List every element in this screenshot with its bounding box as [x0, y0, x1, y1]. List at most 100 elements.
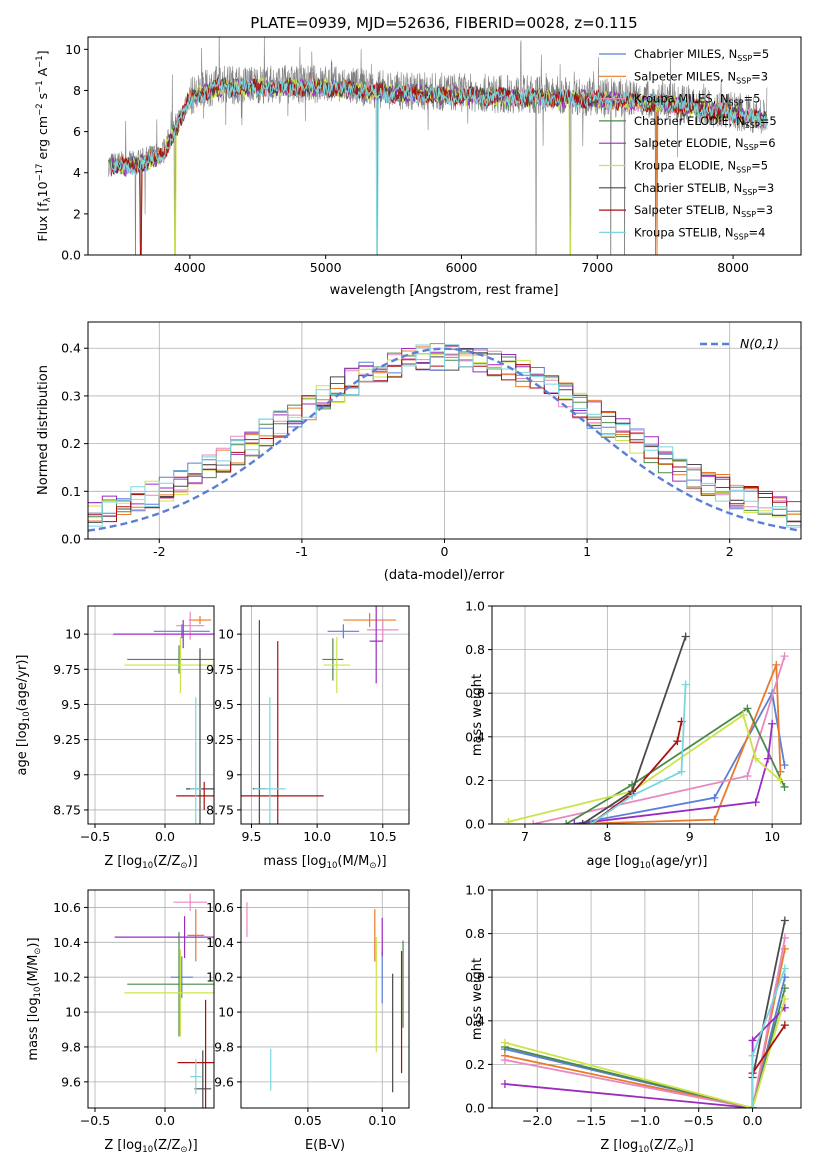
weight-vs-age-x-axis-label-part: 10: [640, 861, 651, 871]
spectrum-y-axis-label-part: −1: [35, 80, 45, 93]
weight-vs-Z-x-axis-label-part: (Z/Z: [649, 1138, 676, 1153]
weight-marker: [751, 798, 760, 807]
mass-vs-EBV-xtick-label: 0.10: [368, 1113, 396, 1128]
residuals-xtick-label: 0: [441, 544, 449, 559]
residuals-xtick-label: 1: [583, 544, 591, 559]
weight-vs-Z-y-axis-label: mass weight: [470, 958, 485, 1040]
legend-entry-sub: SSP: [736, 166, 751, 175]
weight-vs-age-ytick-label: 0.2: [465, 773, 485, 788]
weight-line-2: [504, 948, 786, 1108]
mass-vs-EBV-ytick-label: 10.6: [206, 900, 234, 915]
legend-entry-count: =3: [751, 69, 768, 83]
spectrum-y-axis-label-part: erg cm: [35, 116, 50, 164]
spectrum-y-axis-label-part: λ: [43, 197, 53, 202]
mass-vs-Z-ytick-label: 10.2: [53, 970, 81, 985]
mass-vs-Z-y-axis-label-part: 10: [33, 987, 43, 998]
mass-vs-Z-x-axis-label-part: ⊙: [180, 1145, 187, 1155]
age-vs-Z-y-axis-label-part: 10: [22, 711, 32, 722]
weight-vs-Z-ytick-label: 0.2: [465, 1057, 485, 1072]
age-vs-mass-x-axis-label-part: mass [log: [263, 854, 326, 869]
weight-vs-Z-frame: [491, 889, 802, 1109]
weight-vs-Z-ytick-label: 0.6: [465, 970, 485, 985]
weight-marker: [570, 820, 579, 824]
spectrum-ytick-label: 10: [65, 42, 81, 57]
weight-marker: [681, 632, 690, 641]
spectrum-ytick-label: 6: [73, 124, 81, 139]
age-vs-Z-ytick-label: 10: [65, 627, 81, 642]
age-vs-Z-ytick-label: 9.25: [53, 732, 81, 747]
weight-line-9: [590, 684, 687, 824]
weight-marker: [751, 754, 760, 763]
age-vs-mass-x-axis-label: mass [log10(M/M⊙)]: [263, 854, 386, 871]
mass-vs-EBV-ytick-label: 9.6: [214, 1074, 234, 1089]
residuals-ytick-label: 0.1: [61, 484, 81, 499]
age-vs-Z-y-axis-label-part: (age/yr)]: [15, 655, 30, 712]
weight-vs-age-x-axis-label-part: age [log: [587, 854, 640, 869]
age-vs-Z-x-axis-label-part: Z [log: [104, 854, 142, 869]
weight-vs-Z-xtick-label: −0.5: [684, 1113, 714, 1128]
weight-marker: [578, 820, 587, 824]
errorbar-point-3: [176, 611, 205, 640]
weight-marker: [780, 964, 789, 973]
weight-marker: [504, 817, 513, 824]
weight-marker: [743, 704, 752, 713]
spectrum-y-axis-label-part: s: [35, 93, 50, 104]
spectrum-ytick-label: 0.0: [61, 248, 81, 263]
weight-vs-age-xtick-label: 10: [764, 829, 780, 844]
legend-entry-sub: SSP: [742, 188, 757, 197]
weight-vs-Z-xtick-label: −2.0: [522, 1113, 552, 1128]
spectrum-y-axis-label-part: Flux [f: [35, 202, 50, 242]
weight-marker: [710, 815, 719, 824]
weight-marker: [586, 820, 595, 824]
normal-reference-curve: [88, 347, 799, 532]
weight-vs-age-ytick-label: 1.0: [465, 599, 485, 614]
mass-vs-EBV-axes: 0.05 0.10 9.6 9.8 10 10.2 10.4 10.6 E(B-V): [206, 889, 410, 1153]
legend-entry-count: =6: [759, 136, 776, 150]
errorbar-point-4: [322, 638, 344, 681]
residuals-axes: -2 -1 0 1 2 0.0 0.1 0.2 0.3 0.4 N(0,1) (data-model)…: [36, 321, 802, 583]
mass-vs-Z-x-axis-label: Z [log10(Z/Z⊙)]: [104, 1138, 197, 1155]
legend-entry: Salpeter STELIB, NSSP=3: [634, 203, 773, 219]
spectrum-y-axis-label-part: ]: [35, 50, 50, 55]
residuals-x-axis-label: (data-model)/error: [384, 568, 505, 583]
legend-entry-sub: SSP: [729, 99, 744, 108]
age-vs-mass-xtick-label: 9.5: [242, 829, 262, 844]
errorbar-point-8: [241, 641, 324, 824]
spectrum-xtick-label: 4000: [174, 260, 206, 275]
mass-vs-Z-y-axis-label-part: mass [log: [26, 997, 41, 1060]
legend-entry-sub: SSP: [745, 121, 760, 130]
legend-entry-count: =4: [749, 225, 766, 239]
residuals-xtick-label: -2: [153, 544, 165, 559]
age-vs-Z-y-axis-label: age [log10(age/yr)]: [15, 655, 32, 776]
weight-line-4: [504, 987, 786, 1108]
spectrum-xtick-label: 7000: [581, 260, 613, 275]
age-vs-Z-x-axis-label: Z [log10(Z/Z⊙)]: [104, 854, 197, 871]
spectrum-y-axis-label: Flux [fλ10−17 erg cm−2 s−1 A−1]: [35, 50, 53, 241]
weight-vs-Z-xtick-label: −1.5: [576, 1113, 606, 1128]
mass-vs-Z-ytick-label: 9.6: [61, 1074, 81, 1089]
mass-vs-Z-xtick-label: 0.0: [155, 1113, 175, 1128]
legend-entry: Kroupa STELIB, NSSP=4: [634, 225, 765, 241]
weight-marker: [628, 791, 637, 800]
legend-entry-count: =5: [751, 159, 768, 173]
weight-marker: [500, 1080, 509, 1089]
weight-marker: [772, 660, 781, 669]
weight-marker: [768, 719, 777, 728]
legend-entry-count: =5: [744, 92, 761, 106]
legend-entry: Chabrier STELIB, NSSP=3: [634, 181, 774, 197]
age-vs-Z-ytick-label: 9.75: [53, 662, 81, 677]
legend-entry-count: =3: [757, 181, 774, 195]
weight-vs-Z-ytick-label: 0.0: [465, 1101, 485, 1116]
errorbar-point-5: [114, 916, 214, 959]
legend-entry-sub: SSP: [734, 232, 749, 241]
spectrum-xtick-label: 6000: [446, 260, 478, 275]
age-vs-mass-xtick-label: 10.0: [303, 829, 331, 844]
legend-entry-name: Kroupa STELIB, N: [634, 225, 734, 239]
errorbar-point-9: [190, 697, 202, 824]
weight-marker: [743, 772, 752, 781]
legend-entry-name: Kroupa MILES, N: [634, 92, 729, 106]
weight-marker: [748, 1051, 757, 1060]
weight-vs-Z-axes: −2.0 −1.5 −1.0 −0.5 0.0 0.0 0.2 0.4 0.6 0.8 1.0 Z […: [465, 883, 802, 1155]
